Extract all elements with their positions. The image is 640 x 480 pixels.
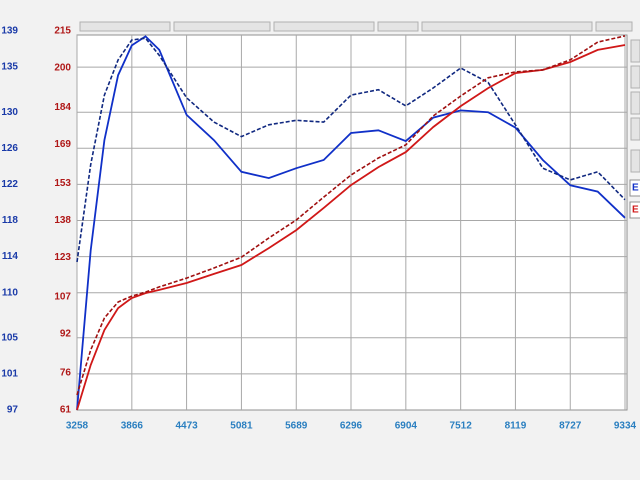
y2-tick-label: 215: [54, 26, 71, 37]
x-tick-label: 6904: [395, 421, 418, 432]
y2-tick-label: 107: [54, 291, 71, 302]
legend-label: E: [632, 183, 639, 194]
y-tick-label: 130: [1, 107, 18, 118]
y2-tick-label: 200: [54, 63, 71, 74]
series-line: [76, 37, 626, 263]
y2-tick-label: 92: [60, 328, 72, 339]
labels: 3258 3866 4473 5081 5689 6296 6904 7512 8119 8727…: [1, 26, 640, 432]
y-tick-label: 110: [2, 287, 19, 298]
y-tick-label: 118: [2, 215, 19, 226]
x-tick-label: 9334: [614, 421, 637, 432]
tab[interactable]: [173, 21, 271, 32]
tab[interactable]: [377, 21, 419, 32]
tab[interactable]: [421, 21, 593, 32]
tab[interactable]: [273, 21, 375, 32]
side-button[interactable]: [630, 149, 640, 173]
legend-box: [629, 201, 640, 219]
tab[interactable]: [79, 21, 171, 32]
toolbar: [79, 21, 640, 173]
side-button[interactable]: [630, 117, 640, 141]
x-tick-label: 5081: [230, 421, 253, 432]
plot-area: [76, 34, 628, 411]
y2-tick-label: 76: [60, 368, 72, 379]
side-button[interactable]: [630, 39, 640, 63]
y2-tick-label: 153: [54, 178, 71, 189]
y2-tick-label: 169: [54, 139, 71, 150]
x-tick-label: 3866: [121, 421, 144, 432]
lines: [76, 35, 626, 411]
y2-tick-label: 61: [60, 405, 72, 416]
x-tick-label: 5689: [285, 421, 308, 432]
y2-tick-label: 138: [54, 215, 71, 226]
y-tick-label: 105: [1, 332, 18, 343]
legend-label: E: [632, 205, 639, 216]
x-tick-label: 7512: [450, 421, 473, 432]
x-tick-label: 6296: [340, 421, 363, 432]
series-line: [76, 35, 626, 411]
y-tick-label: 139: [1, 26, 18, 37]
y-tick-label: 97: [7, 405, 19, 416]
grid: [76, 35, 627, 410]
y2-tick-label: 184: [54, 102, 71, 113]
side-button[interactable]: [630, 91, 640, 115]
series-line: [76, 35, 626, 396]
y-tick-label: 122: [1, 179, 18, 190]
x-tick-label: 8119: [505, 421, 527, 432]
x-tick-label: 3258: [66, 421, 89, 432]
y2-tick-label: 123: [54, 252, 71, 263]
y-tick-label: 101: [1, 369, 18, 380]
y-tick-label: 126: [1, 143, 18, 154]
x-tick-label: 4473: [175, 421, 198, 432]
tab[interactable]: [595, 21, 633, 32]
y-tick-label: 114: [2, 251, 19, 262]
x-tick-label: 8727: [559, 421, 582, 432]
y-tick-label: 135: [1, 62, 18, 73]
legend-box: [629, 179, 640, 197]
series-line: [76, 44, 626, 411]
side-button[interactable]: [630, 65, 640, 89]
